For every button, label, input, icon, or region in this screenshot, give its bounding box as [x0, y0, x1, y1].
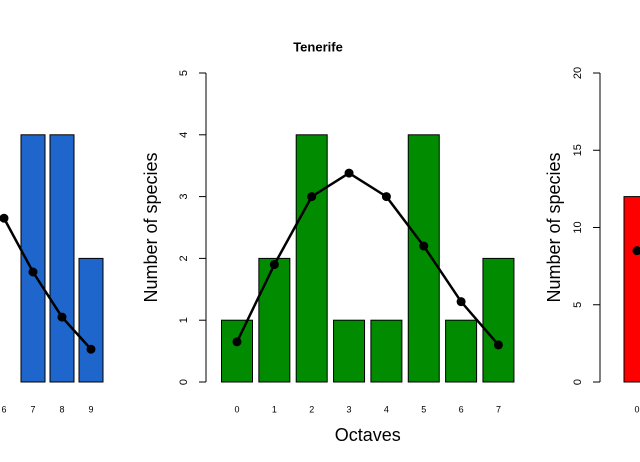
x-tick-label: 8: [59, 404, 64, 414]
bar: [370, 319, 403, 383]
x-tick-label: 7: [496, 404, 501, 414]
y-axis-label: Number of species: [544, 152, 564, 302]
y-tick-label: 4: [178, 132, 190, 138]
y-tick-label: 5: [572, 302, 584, 308]
x-tick-label: 2: [309, 404, 314, 414]
x-tick-label: 5: [421, 404, 426, 414]
x-tick-label: 9: [88, 404, 93, 414]
bar: [221, 319, 253, 383]
fitted-point: [86, 344, 96, 354]
x-axis-label: Octaves: [335, 425, 401, 445]
y-tick-label: 20: [572, 67, 584, 79]
x-tick-label: 6: [1, 404, 6, 414]
fitted-line: [235, 171, 500, 346]
bar: [295, 134, 328, 383]
bar: [407, 134, 440, 383]
bar: [78, 257, 104, 383]
bar: [258, 257, 291, 383]
bar: [49, 134, 75, 383]
fitted-point: [456, 297, 466, 307]
bar: [623, 196, 640, 383]
x-tick-label: 3: [347, 404, 352, 414]
fitted-point: [419, 241, 429, 251]
y-tick-label: 3: [178, 194, 190, 200]
fitted-point: [632, 246, 640, 256]
x-tick-label: 0: [234, 404, 239, 414]
y-tick-label: 15: [572, 144, 584, 156]
panel-title: Tenerife: [293, 39, 343, 54]
y-tick-label: 2: [178, 255, 190, 261]
fitted-point: [232, 337, 242, 347]
fitted-point: [307, 192, 317, 202]
fitted-point: [269, 260, 279, 270]
x-tick-label: 1: [272, 404, 277, 414]
x-tick-label: 4: [384, 404, 389, 414]
x-tick-label: 7: [30, 404, 35, 414]
y-tick-label: 0: [178, 379, 190, 385]
x-tick-label: 6: [459, 404, 464, 414]
fitted-point: [0, 213, 9, 223]
fitted-point: [28, 267, 38, 277]
bar: [333, 319, 366, 383]
y-axis-label: Number of species: [141, 152, 161, 302]
fitted-point: [381, 192, 391, 202]
fitted-point: [493, 340, 503, 350]
fitted-point: [344, 168, 354, 178]
y-tick-label: 0: [572, 379, 584, 385]
y-tick-label: 1: [178, 317, 190, 323]
fitted-line: [2, 217, 92, 351]
bar: [482, 257, 515, 383]
bar: [445, 319, 478, 383]
x-tick-label: 0: [634, 404, 639, 414]
y-tick-label: 10: [572, 221, 584, 233]
fitted-point: [57, 312, 67, 322]
y-tick-label: 5: [178, 70, 190, 76]
